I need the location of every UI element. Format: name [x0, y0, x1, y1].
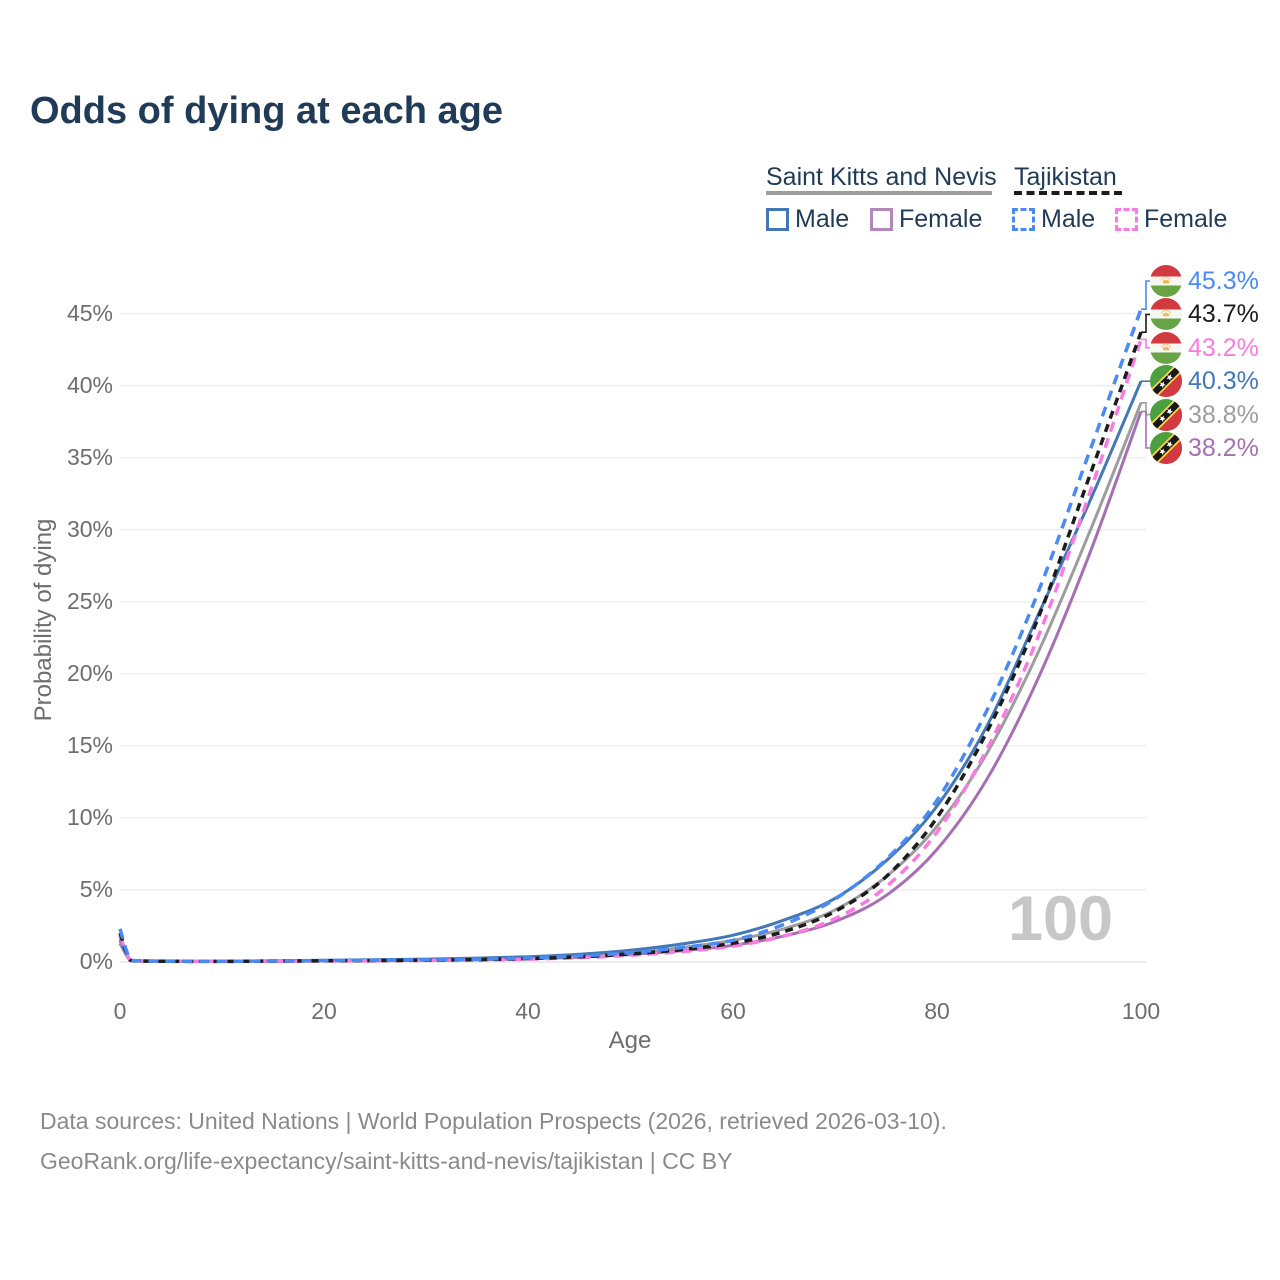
- saint-kitts-nevis-flag-icon: [1150, 399, 1182, 431]
- data-sources-text: Data sources: United Nations | World Pop…: [40, 1108, 947, 1134]
- end-label-connector-tjk_total: [1141, 313, 1150, 334]
- x-tick-60: 60: [720, 998, 746, 1024]
- x-tick-100: 100: [1121, 998, 1161, 1024]
- tajikistan-flag-icon: [1150, 298, 1182, 330]
- y-tick-5: 5%: [79, 876, 113, 902]
- legend-country-tajikistan[interactable]: Tajikistan: [1014, 163, 1117, 191]
- end-label-tjk_female: 43.2%: [1150, 332, 1259, 364]
- y-tick-20: 20%: [66, 660, 113, 686]
- y-tick-0: 0%: [79, 948, 113, 974]
- legend-country-saint-kitts-and-nevis[interactable]: Saint Kitts and Nevis: [766, 163, 997, 191]
- page-title: Odds of dying at each age: [30, 90, 503, 132]
- y-tick-35: 35%: [66, 444, 113, 470]
- end-label-connector-skn_total: [1141, 401, 1150, 416]
- legend-swatch-saint-kitts-and-nevis-male: [766, 208, 789, 231]
- end-label-value: 43.2%: [1188, 333, 1259, 362]
- legend-swatch-saint-kitts-and-nevis-female: [870, 208, 893, 231]
- end-label-value: 40.3%: [1188, 366, 1259, 395]
- saint-kitts-nevis-flag-icon: [1150, 432, 1182, 464]
- legend-swatch-tajikistan-male: [1012, 208, 1035, 231]
- x-tick-80: 80: [924, 998, 950, 1024]
- end-label-connector-tjk_female: [1141, 338, 1150, 349]
- end-label-value: 38.2%: [1188, 433, 1259, 462]
- tajikistan-flag-icon: [1150, 332, 1182, 364]
- legend-label: Male: [795, 205, 850, 233]
- saint-kitts-nevis-flag-icon: [1150, 365, 1182, 397]
- series-line-tjk_female[interactable]: [118, 338, 1143, 964]
- y-tick-10: 10%: [66, 804, 113, 830]
- series-line-skn_female[interactable]: [118, 410, 1143, 963]
- y-tick-15: 15%: [66, 732, 113, 758]
- end-label-value: 43.7%: [1188, 299, 1259, 328]
- age-watermark: 100: [1007, 884, 1114, 954]
- y-tick-30: 30%: [66, 516, 113, 542]
- series-line-skn_male[interactable]: [118, 380, 1143, 963]
- y-tick-40: 40%: [66, 372, 113, 398]
- x-axis-title: Age: [608, 1027, 652, 1054]
- end-label-tjk_male: 45.3%: [1150, 265, 1259, 297]
- gridlines: [120, 312, 1146, 963]
- end-label-value: 38.8%: [1188, 400, 1259, 429]
- end-label-value: 45.3%: [1188, 266, 1259, 295]
- y-tick-45: 45%: [66, 300, 113, 326]
- x-tick-0: 0: [113, 998, 127, 1024]
- legend-swatch-tajikistan-female: [1115, 208, 1138, 231]
- tajikistan-flag-icon: [1150, 265, 1182, 297]
- legend-line-style-tajikistan: [1014, 191, 1122, 195]
- legend-item-tajikistan-female[interactable]: Female: [1115, 205, 1227, 234]
- x-tick-40: 40: [515, 998, 541, 1024]
- legend-item-tajikistan-male[interactable]: Male: [1012, 205, 1095, 234]
- attribution-text: GeoRank.org/life-expectancy/saint-kitts-…: [40, 1148, 733, 1174]
- legend-label: Male: [1041, 205, 1096, 233]
- x-tick-20: 20: [311, 998, 337, 1024]
- legend-label: Female: [899, 205, 983, 233]
- end-label-skn_male: 40.3%: [1150, 365, 1259, 397]
- end-label-skn_female: 38.2%: [1150, 432, 1259, 464]
- legend-item-saint-kitts-and-nevis-female[interactable]: Female: [870, 205, 982, 234]
- end-label-skn_total: 38.8%: [1150, 399, 1259, 431]
- legend-line-style-saint-kitts-and-nevis: [766, 191, 992, 195]
- legend-label: Female: [1144, 205, 1228, 233]
- end-label-connector-tjk_male: [1141, 280, 1150, 311]
- end-label-connector-skn_female: [1141, 410, 1150, 449]
- series-line-skn_total[interactable]: [118, 402, 1143, 963]
- series-line-tjk_total[interactable]: [118, 331, 1143, 964]
- y-tick-25: 25%: [66, 588, 113, 614]
- series-line-tjk_male[interactable]: [118, 308, 1143, 964]
- end-label-tjk_total: 43.7%: [1150, 298, 1259, 330]
- legend-item-saint-kitts-and-nevis-male[interactable]: Male: [766, 205, 849, 234]
